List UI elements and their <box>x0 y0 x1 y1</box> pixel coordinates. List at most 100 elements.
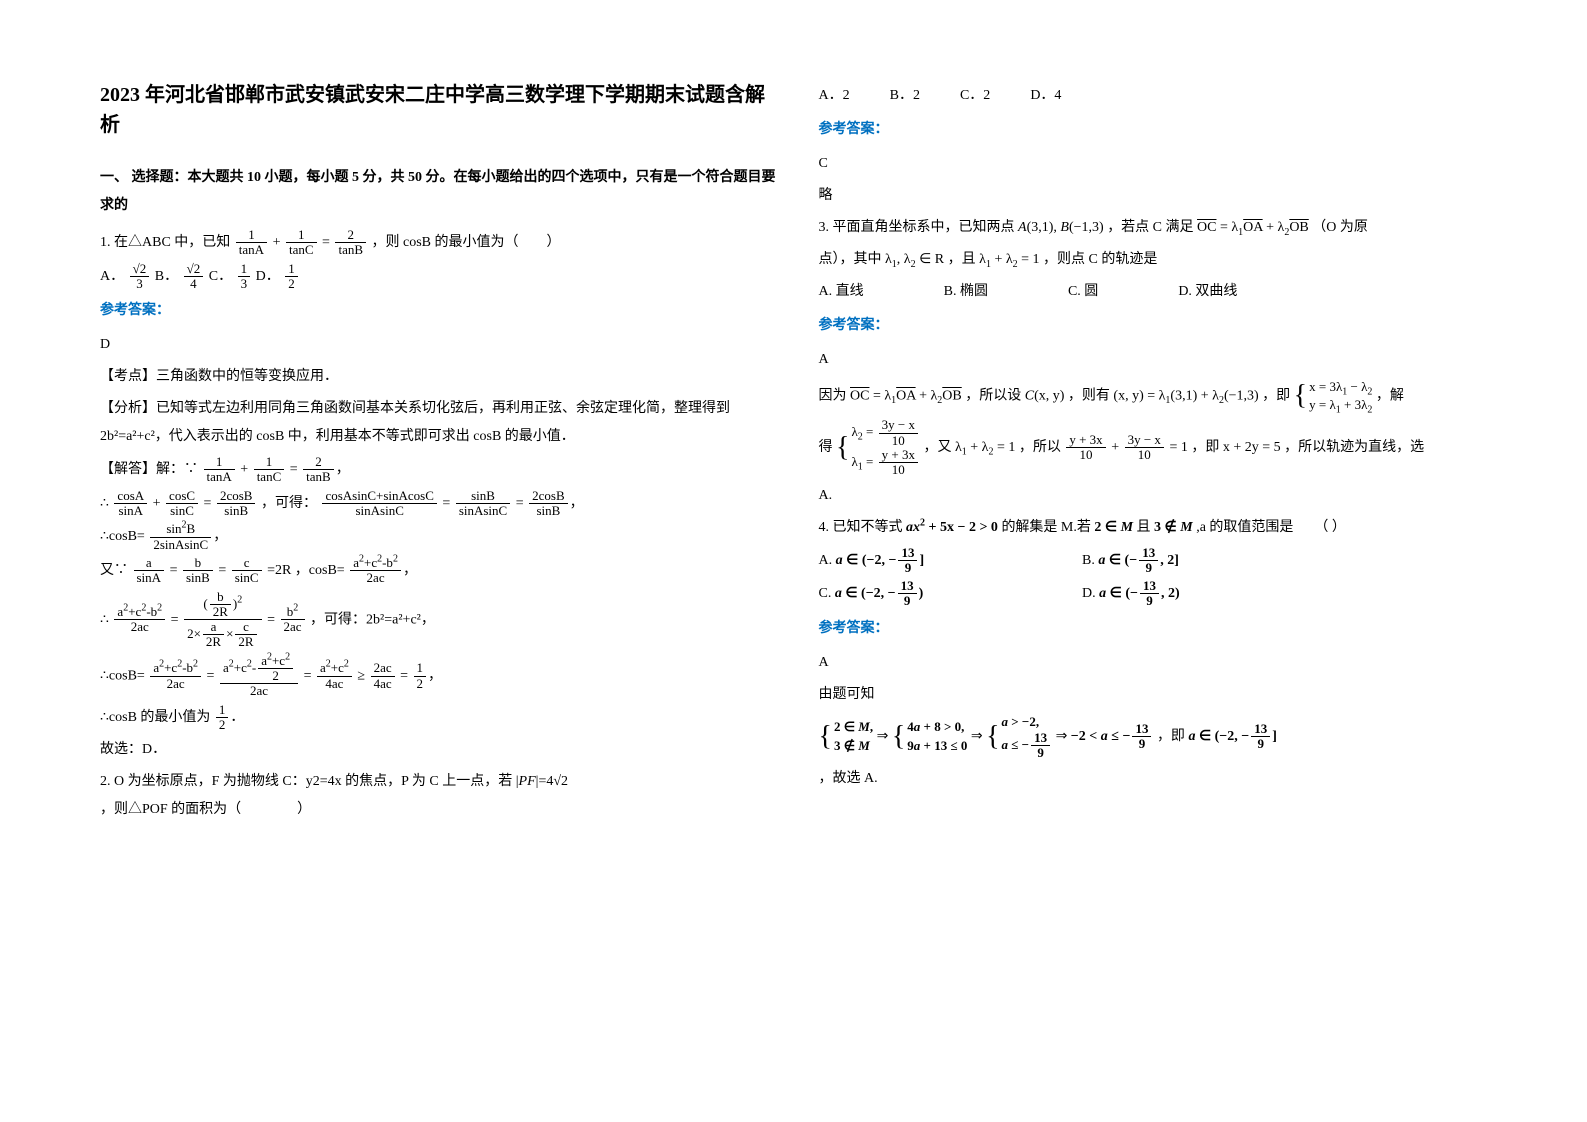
q1-end-t: ∴cosB 的最小值为 <box>100 710 210 725</box>
q2-optC: C．2 <box>960 82 990 110</box>
brace-3: { 2 ∈ M, 3 ∉ M <box>819 718 874 754</box>
q2-options: A．2 B．2 C．2 D．4 <box>819 82 1498 110</box>
q3-d: 点），其中 <box>819 252 882 267</box>
q3-optD: D. 双曲线 <box>1178 278 1237 306</box>
brace-2: { λ2 = 3y − x10 λ1 = y + 3x10 <box>836 418 920 477</box>
q1-t1b: ，可得： <box>261 496 317 511</box>
q4-ans: A <box>819 649 1498 677</box>
sf21: 2ac4ac <box>371 661 395 691</box>
q2-stem-2: ，则△POF 的面积为（ ） <box>100 802 311 817</box>
q3-stem-2: 点），其中 λ1, λ2 ∈ R ，且 λ1 + λ2 = 1 ，则点 C 的轨… <box>819 246 1498 274</box>
q3s-j: ，所以轨迹为直线，选 <box>1284 440 1424 455</box>
sf23: 12 <box>216 703 229 733</box>
q3s-i: ，即 <box>1191 440 1219 455</box>
q4-sol-deriv: { 2 ∈ M, 3 ∉ M ⇒ { 4a + 8 > 0, 9a + 13 ≤… <box>819 713 1498 761</box>
q2-ans-label: 参考答案： <box>819 116 1498 144</box>
q1-optB: B． <box>155 269 178 284</box>
q1-solve-6: ∴cosB= a2+c2-b22ac = a2+c2-a2+c222ac = a… <box>100 654 779 699</box>
sf18: a2+c2-b22ac <box>150 661 201 691</box>
optC-frac: 13 <box>238 262 251 292</box>
brace-1: { x = 3λ1 − λ2 y = λ1 + 3λ2 <box>1294 378 1373 414</box>
q3-options: A. 直线 B. 椭圆 C. 圆 D. 双曲线 <box>819 278 1498 306</box>
q1-solve-end: ∴cosB 的最小值为 12． <box>100 703 779 733</box>
q3s-c: ，则有 <box>1068 388 1110 403</box>
brace-5: { a > −2, a ≤ −139 <box>986 713 1052 761</box>
q1-options: A． √23 B． √24 C． 13 D． 12 <box>100 262 779 292</box>
q1-point: 【考点】三角函数中的恒等变换应用． <box>100 363 779 391</box>
q1-solve-4: 又∵ asinA = bsinB = csinC =2R ，cosB= a2+c… <box>100 556 779 586</box>
vec-OA: OA <box>1243 220 1262 235</box>
q4-pick: ，故选 A. <box>819 765 1498 793</box>
optD-frac: 12 <box>285 262 298 292</box>
q4-stem: 4. 已知不等式 ax2 + 5x − 2 > 0 的解集是 M.若 2 ∈ M… <box>819 514 1498 542</box>
q1-ans-label: 参考答案： <box>100 297 779 325</box>
left-column: 2023 年河北省邯郸市武安镇武安宋二庄中学高三数学理下学期期末试题含解析 一、… <box>100 80 779 1082</box>
optB-frac: √24 <box>184 262 204 292</box>
q4-ans-label: 参考答案： <box>819 615 1498 643</box>
q3s-f: 得 <box>819 440 833 455</box>
sf22: 12 <box>414 661 427 691</box>
q1-t5a: ∴cosB= <box>100 668 145 683</box>
q1-solve-1: 【解答】解：∵ 1tanA + 1tanC = 2tanB， <box>100 455 779 485</box>
q2-stem: 2. O 为坐标原点，F 为抛物线 C：y2=4x 的焦点，P 为 C 上一点，… <box>100 768 779 824</box>
frac-1-tanA: 1tanA <box>236 228 267 258</box>
q1-t3b: =2R <box>267 563 291 578</box>
sf17: b22ac <box>281 605 305 635</box>
q4-a2: 的解集是 M.若 <box>1001 520 1090 535</box>
q2-optB: B．2 <box>890 82 920 110</box>
q3s-a: 因为 <box>819 388 847 403</box>
q3-optC: C. 圆 <box>1068 278 1098 306</box>
q1-stem-b: ，则 cosB 的最小值为（ ） <box>372 235 561 250</box>
q1-ans: D <box>100 331 779 359</box>
q2-omit: 略 <box>819 182 1498 210</box>
doc-title: 2023 年河北省邯郸市武安镇武安宋二庄中学高三数学理下学期期末试题含解析 <box>100 80 779 140</box>
q4-sol1: 由题可知 <box>819 681 1498 709</box>
sf3: 2tanB <box>303 455 334 485</box>
sf16: (b2R)2 2×a2R×c2R <box>184 590 262 650</box>
q3-b: ，若点 C 满足 <box>1107 220 1193 235</box>
q2-optA: A．2 <box>819 82 850 110</box>
q3-c: （O 为原 <box>1312 220 1368 235</box>
q1-stem-a: 1. 在△ABC 中，已知 <box>100 235 230 250</box>
frac-2-tanB: 2tanB <box>335 228 366 258</box>
sf15: a2+c2-b22ac <box>114 605 165 635</box>
q3-sol-k: A. <box>819 482 1498 510</box>
q4-a3: 且 <box>1137 520 1151 535</box>
q1-solve-5: ∴ a2+c2-b22ac = (b2R)2 2×a2R×c2R = b22ac… <box>100 590 779 650</box>
q1-optD: D． <box>256 269 280 284</box>
q1-stem: 1. 在△ABC 中，已知 1tanA + 1tanC = 2tanB ，则 c… <box>100 228 779 258</box>
sf2: 1tanC <box>254 455 285 485</box>
q1-solve-3: ∴cosB= sin2B2sinAsinC， <box>100 522 779 552</box>
q4-opts-row2: C. a ∈ (−2, −139) D. a ∈ (−139, 2) <box>819 579 1498 609</box>
q3-optB: B. 椭圆 <box>944 278 988 306</box>
q3-optA: A. 直线 <box>819 278 864 306</box>
q4-a: 4. 已知不等式 <box>819 520 903 535</box>
q4-b: ,a 的取值范围是 （ ） <box>1196 520 1346 535</box>
sf-q3b: 3y − x10 <box>1125 433 1164 463</box>
sf12: bsinB <box>183 556 213 586</box>
sf5: cosCsinC <box>166 489 198 519</box>
q1-solve-2: ∴ cosAsinA + cosCsinC = 2cosBsinB ，可得： c… <box>100 489 779 519</box>
q4-opts-row1: A. a ∈ (−2, −139] B. a ∈ (−139, 2] <box>819 546 1498 576</box>
q1-t4b: ，可得：2b²=a²+c²， <box>310 612 435 627</box>
q1-t2: ∴cosB= <box>100 529 145 544</box>
sf-q3a: y + 3x10 <box>1066 433 1105 463</box>
q3s-h: ，所以 <box>1019 440 1061 455</box>
q3s-b: ，所以设 <box>965 388 1021 403</box>
q1-t1a: ∴ <box>100 496 109 511</box>
q1-t4a: ∴ <box>100 612 109 627</box>
q4-sol2: ，即 <box>1157 729 1185 744</box>
q2-optD: D．4 <box>1030 82 1061 110</box>
sf13: csinC <box>232 556 262 586</box>
sf14: a2+c2-b22ac <box>350 556 401 586</box>
q3-f: ，则点 C 的轨迹是 <box>1043 252 1157 267</box>
optA-frac: √23 <box>130 262 150 292</box>
q1-optA: A． <box>100 269 124 284</box>
sf7: cosAsinC+sinAcosCsinAsinC <box>322 489 436 519</box>
q1-solve-lead: 【解答】解：∵ <box>100 462 198 477</box>
q3-ans: A <box>819 346 1498 374</box>
q3-stem: 3. 平面直角坐标系中，已知两点 A(3,1), B(−1,3) ，若点 C 满… <box>819 214 1498 242</box>
q3-a: 3. 平面直角坐标系中，已知两点 <box>819 220 1015 235</box>
q1-t3c: ，cosB= <box>295 563 345 578</box>
sf9: 2cosBsinB <box>529 489 568 519</box>
